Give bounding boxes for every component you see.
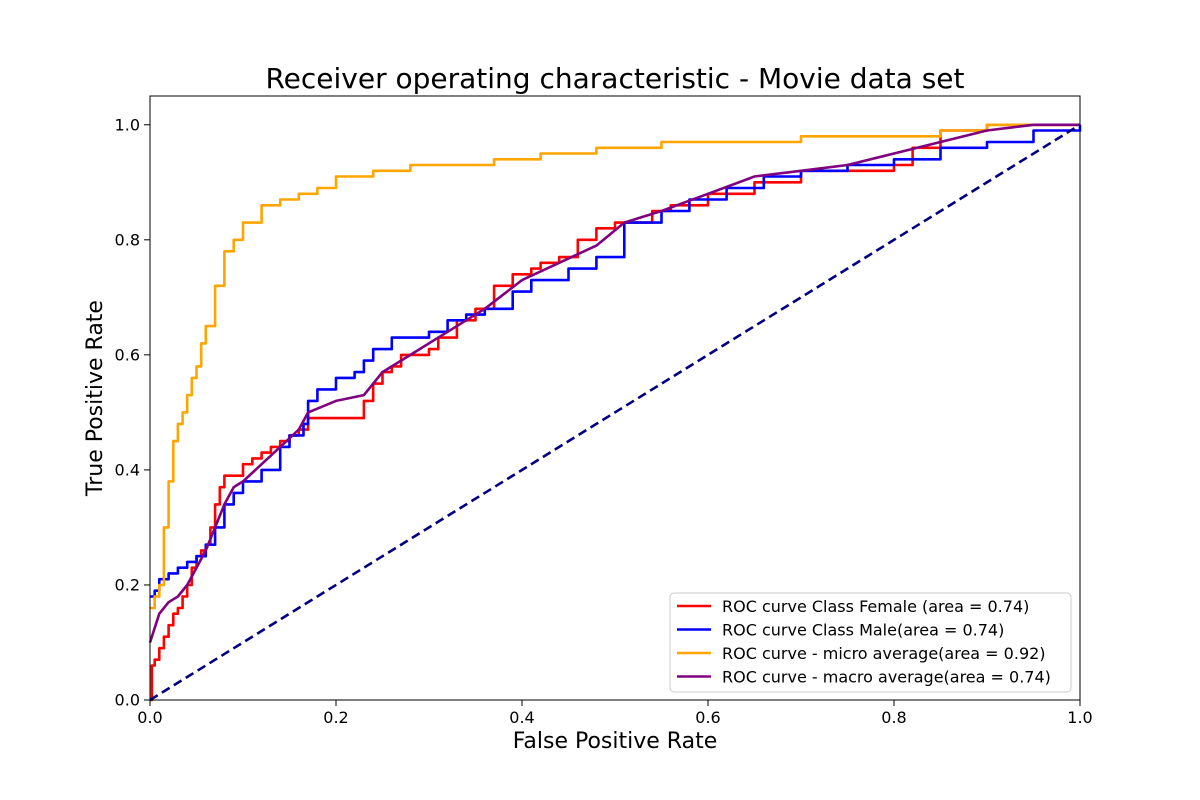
x-tick-label: 1.0 [1067,708,1092,727]
chance-diagonal-line [149,123,1081,702]
legend-label: ROC curve Class Male(area = 0.74) [722,621,1004,640]
legend: ROC curve Class Female (area = 0.74) ROC … [669,592,1072,693]
legend-label: ROC curve Class Female (area = 0.74) [722,597,1029,616]
legend-label: ROC curve - macro average(area = 0.74) [722,668,1051,687]
x-axis-ticks: 0.0 0.2 0.4 0.6 0.8 1.0 [137,700,1093,727]
chart-title: Receiver operating characteristic - Movi… [265,62,964,95]
y-tick-label: 1.0 [115,115,140,134]
series-line-3 [148,123,1080,643]
x-axis-label: False Positive Rate [513,729,717,754]
legend-items: ROC curve Class Female (area = 0.74) ROC … [677,597,1051,687]
legend-box [669,592,1072,693]
x-tick-label: 0.0 [137,708,162,727]
x-tick-label: 0.8 [881,708,906,727]
x-tick-label: 0.6 [695,708,720,727]
x-tick-label: 0.2 [323,708,348,727]
y-axis-ticks: 0.0 0.2 0.4 0.6 0.8 1.0 [115,115,150,710]
plot-frame [149,95,1081,701]
y-tick-label: 0.2 [115,575,140,594]
y-axis-label: True Positive Rate [83,300,108,497]
y-tick-label: 0.8 [115,230,140,249]
y-tick-label: 0.6 [115,345,140,364]
legend-label: ROC curve - micro average(area = 0.92) [722,644,1046,663]
series-layer [148,123,1082,702]
series-line-2 [150,123,1080,610]
y-tick-label: 0.0 [115,691,140,710]
x-tick-label: 0.4 [509,708,534,727]
y-tick-label: 0.4 [115,460,140,479]
